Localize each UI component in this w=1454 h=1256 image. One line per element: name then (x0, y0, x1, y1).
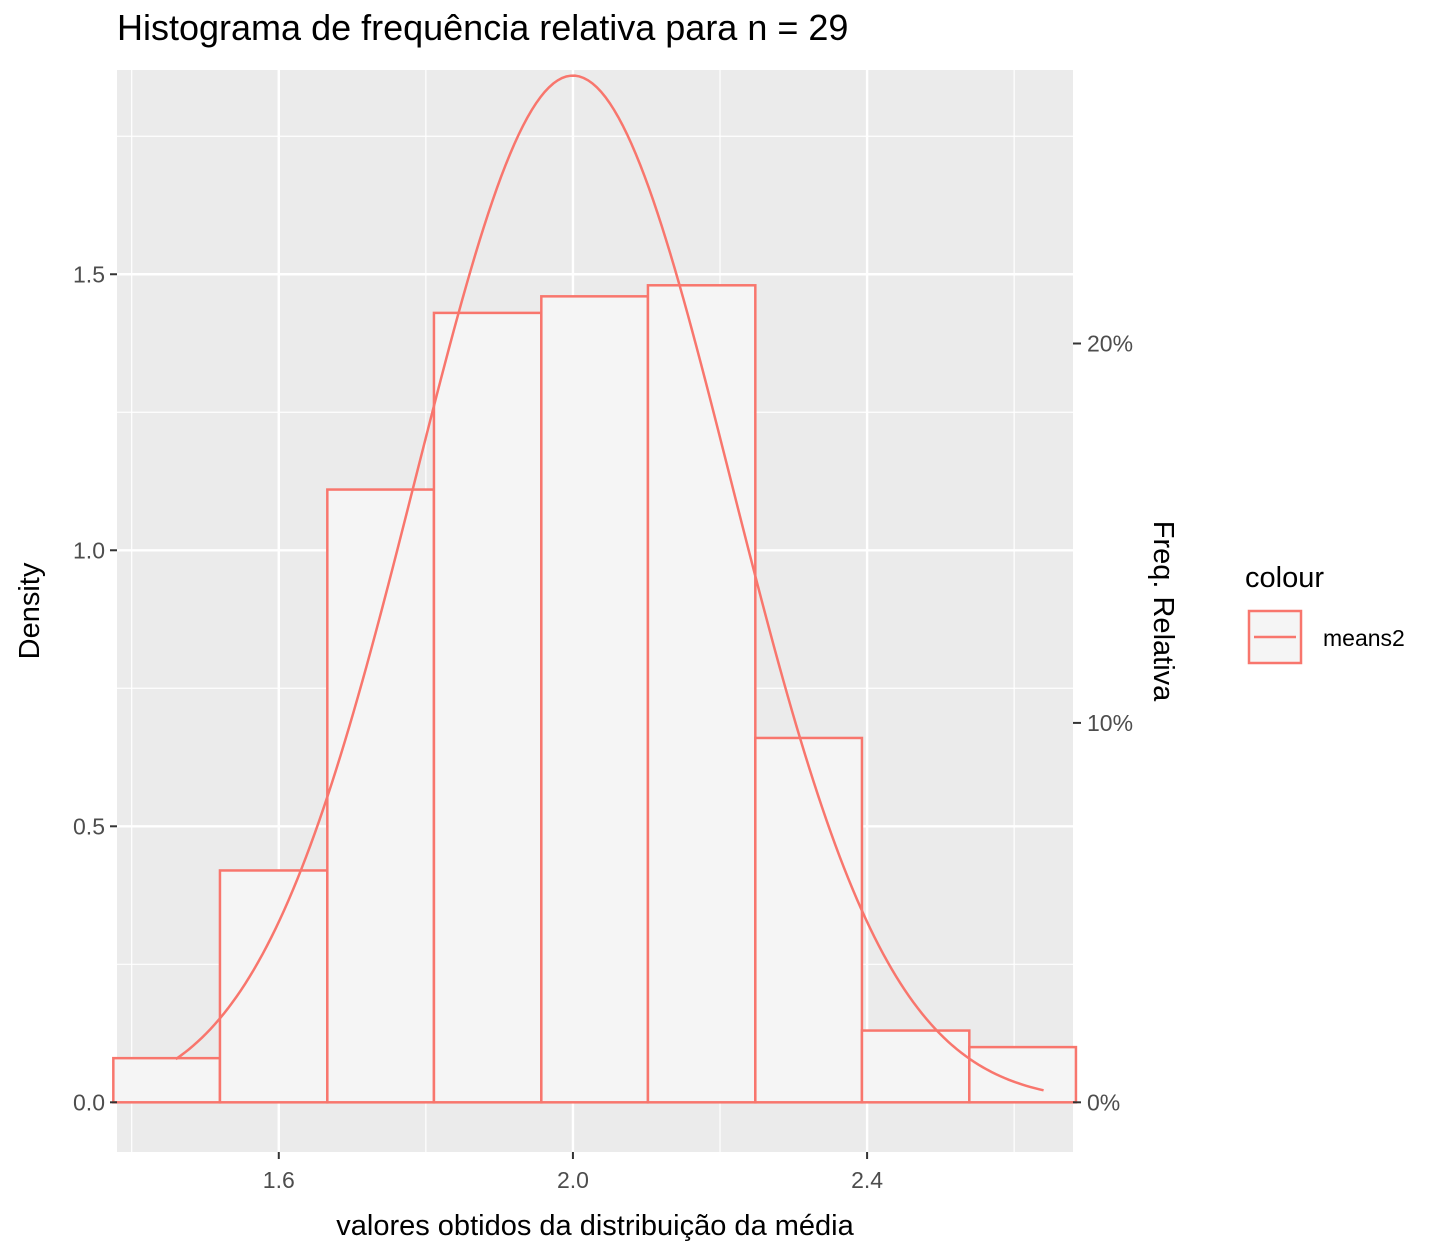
histogram-bar (112, 1056, 222, 1104)
y2-axis-title: Freq. Relativa (1147, 521, 1179, 702)
histogram-bar (860, 1029, 971, 1104)
x-axis: 1.6 2.0 2.4 (263, 1152, 883, 1193)
y-tick-label: 1.0 (73, 537, 105, 563)
histogram-bars (112, 284, 1078, 1104)
y-tick-label: 1.5 (73, 261, 105, 287)
histogram-bar (968, 1045, 1078, 1104)
x-axis-title: valores obtidos da distribuição da média (336, 1210, 854, 1242)
y-axis-title: Density (14, 562, 46, 659)
y2-tick-label: 20% (1087, 330, 1133, 356)
legend-entry-label: means2 (1323, 625, 1405, 651)
x-tick-label: 2.4 (851, 1167, 883, 1193)
histogram-bar (646, 284, 757, 1104)
x-tick-label: 2.0 (557, 1167, 589, 1193)
density-curve (175, 74, 1044, 1092)
y-tick-label: 0.5 (73, 813, 105, 839)
y2-axis: 0% 10% 20% (1073, 330, 1133, 1115)
y2-tick-label: 10% (1087, 710, 1133, 736)
histogram-bar (754, 736, 864, 1104)
y2-tick-label: 0% (1087, 1089, 1120, 1115)
y-axis: 0.0 0.5 1.0 1.5 (73, 261, 117, 1115)
histogram-bar (326, 488, 436, 1104)
legend: colour means2 (1245, 562, 1405, 665)
legend-title: colour (1245, 562, 1324, 594)
y-tick-label: 0.0 (73, 1089, 105, 1115)
x-tick-label: 1.6 (263, 1167, 295, 1193)
histogram-bar (540, 295, 650, 1104)
chart-title: Histograma de frequência relativa para n… (117, 7, 848, 48)
histogram-bar (432, 311, 543, 1104)
histogram-bar (218, 869, 329, 1104)
